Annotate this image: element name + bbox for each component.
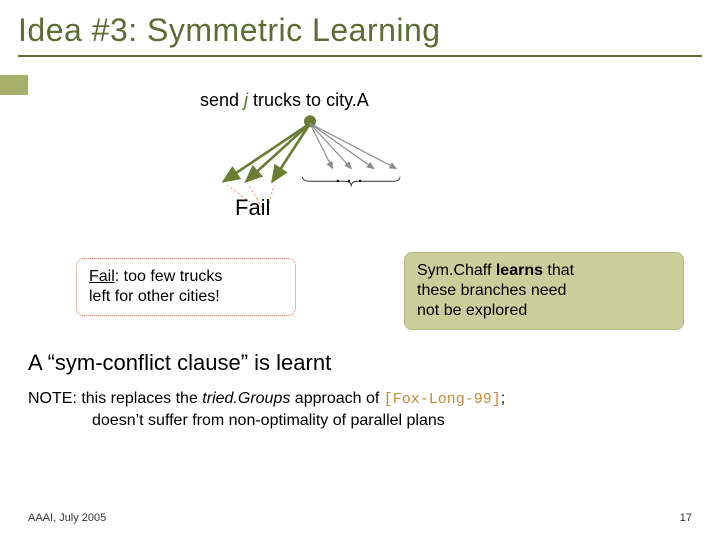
footer-right: 17 <box>680 512 692 524</box>
slide-title-bar: Idea #3: Symmetric Learning <box>18 12 702 57</box>
branches <box>224 124 397 182</box>
send-pre: send <box>200 90 244 110</box>
chaff-l3: not be explored <box>417 302 527 319</box>
note-post: ; <box>501 390 505 407</box>
send-post: trucks to city.A <box>248 90 369 110</box>
chaff-l1b: learns <box>496 262 543 279</box>
chaff-l1c: that <box>543 262 574 279</box>
note-line2: doesn’t suffer from non-optimality of pa… <box>92 412 445 429</box>
ellipsis-label: . . . <box>335 165 363 188</box>
fail-label: Fail <box>235 195 270 221</box>
title-underline <box>18 55 702 57</box>
chaff-l2: these branches need <box>417 282 566 299</box>
note-pre: NOTE: this replaces the <box>28 390 202 407</box>
note-block: NOTE: this replaces the tried.Groups app… <box>28 388 692 432</box>
callout-chaff: Sym.Chaff learns that these branches nee… <box>404 252 684 330</box>
send-label: send j trucks to city.A <box>200 90 369 111</box>
note-cite: [Fox-Long-99] <box>384 391 501 408</box>
fail-line2: left for other cities! <box>89 288 220 305</box>
callout-fail: Fail: too few trucks left for other citi… <box>76 258 296 316</box>
fail-line1post: : too few trucks <box>115 268 223 285</box>
footer-left: AAAI, July 2005 <box>28 512 106 524</box>
note-italic: tried.Groups <box>202 390 290 407</box>
slide-title: Idea #3: Symmetric Learning <box>18 12 702 49</box>
chaff-l1a: Sym.Chaff <box>417 262 496 279</box>
conflict-line: A “sym-conflict clause” is learnt <box>28 350 331 376</box>
tree-diagram <box>170 110 450 230</box>
note-mid: approach of <box>290 390 383 407</box>
fail-word: Fail <box>89 268 115 285</box>
accent-block <box>0 75 28 95</box>
